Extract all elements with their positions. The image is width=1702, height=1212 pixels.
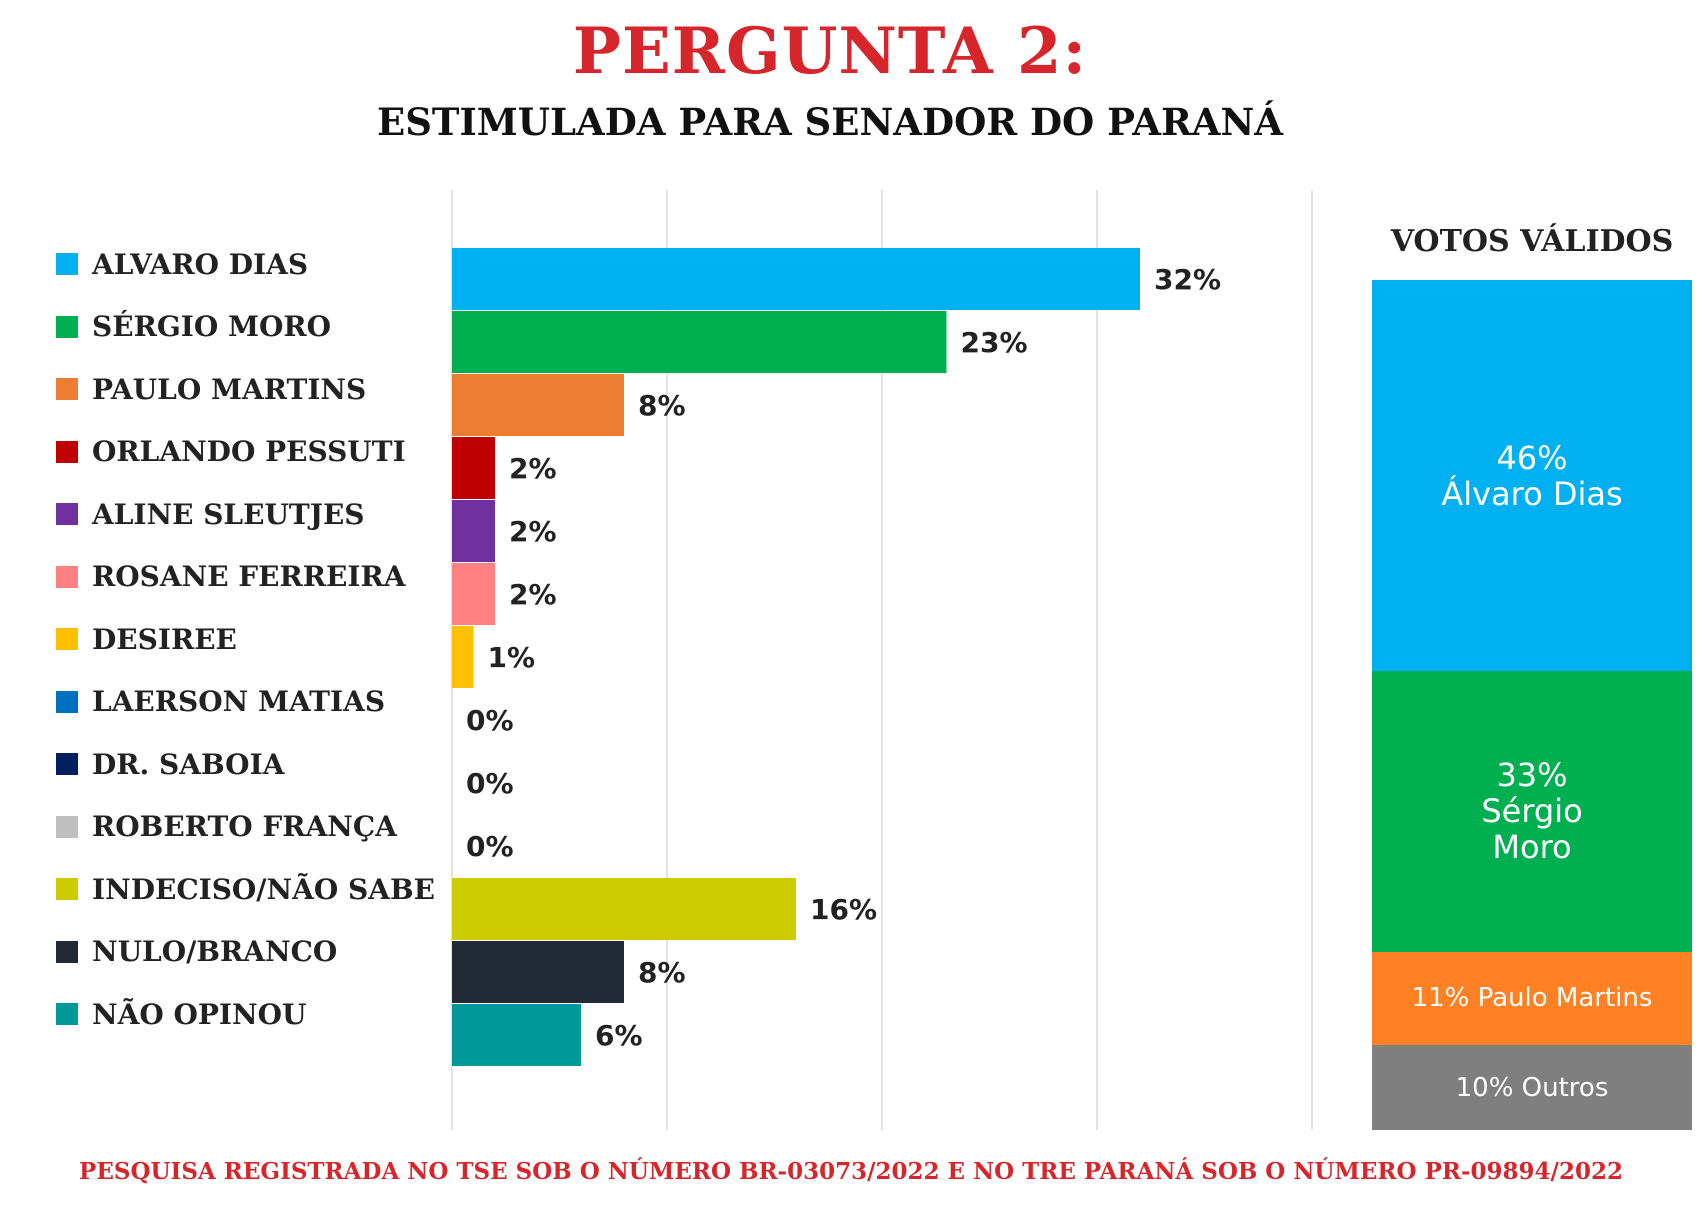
legend-item: SÉRGIO MORO: [56, 307, 331, 347]
legend-swatch: [56, 440, 78, 463]
bar-0: [452, 248, 1140, 310]
data-label-10: 16%: [810, 893, 877, 926]
legend-swatch: [56, 940, 78, 963]
legend-swatch: [56, 378, 78, 400]
data-label-6: 1%: [488, 641, 536, 674]
data-label-4: 2%: [509, 515, 557, 548]
valid-votes-segment-0: 46% Álvaro Dias: [1372, 280, 1692, 671]
footer-note: PESQUISA REGISTRADA NO TSE SOB O NÚMERO …: [79, 1158, 1623, 1185]
valid-votes-title: VOTOS VÁLIDOS: [1390, 224, 1674, 259]
legend-swatch: [56, 565, 78, 588]
data-label-2: 8%: [638, 389, 686, 422]
valid-votes-label: 33% Sérgio Moro: [1481, 756, 1583, 867]
chart-subtitle: ESTIMULADA PARA SENADOR DO PARANÁ: [377, 100, 1283, 144]
valid-votes-segment-2: 11% Paulo Martins: [1372, 951, 1692, 1045]
legend-label: LAERSON MATIAS: [92, 685, 386, 718]
legend-swatch: [56, 503, 78, 525]
legend-item: ORLANDO PESSUTI: [56, 432, 406, 472]
legend-swatch: [56, 690, 78, 713]
legend-swatch: [56, 815, 78, 838]
valid-votes-segment-1: 33% Sérgio Moro: [1372, 671, 1692, 952]
legend-swatch: [56, 753, 78, 775]
legend-item: NULO/BRANCO: [56, 932, 337, 972]
data-label-11: 8%: [638, 956, 686, 989]
bar-3: [452, 437, 495, 499]
valid-votes-segment-3: 10% Outros: [1372, 1045, 1692, 1130]
valid-votes-label: 10% Outros: [1455, 1072, 1609, 1103]
legend-label: DR. SABOIA: [92, 747, 285, 781]
legend-swatch: [56, 1003, 78, 1025]
legend-swatch: [56, 253, 78, 275]
legend-item: ROSANE FERREIRA: [56, 557, 405, 597]
data-label-12: 6%: [595, 1019, 643, 1052]
legend-swatch: [56, 878, 78, 900]
data-label-5: 2%: [509, 578, 557, 611]
data-label-7: 0%: [466, 704, 514, 737]
bar-12: [452, 1004, 581, 1066]
legend-label: DESIREE: [92, 622, 237, 656]
data-label-8: 0%: [466, 767, 514, 800]
bar-1: [452, 311, 947, 373]
legend-label: ROSANE FERREIRA: [92, 560, 406, 593]
legend-item: ALINE SLEUTJES: [56, 494, 365, 534]
legend-label: ROBERTO FRANÇA: [92, 810, 397, 843]
legend-item: DR. SABOIA: [56, 744, 284, 784]
bar-5: [452, 563, 495, 625]
bar-chart: 32% 23% 8% 2% 2% 2% 1% 0% 0% 0% 16% 8% 6%: [451, 190, 1313, 1130]
bar-4: [452, 500, 495, 562]
valid-votes-label: 11% Paulo Martins: [1411, 983, 1653, 1014]
data-label-9: 0%: [466, 830, 514, 863]
data-label-3: 2%: [509, 452, 557, 485]
legend-item: DESIREE: [56, 619, 237, 659]
legend-label: ORLANDO PESSUTI: [92, 435, 406, 468]
legend-label: NÃO OPINOU: [92, 997, 307, 1031]
legend-item: ROBERTO FRANÇA: [56, 807, 397, 847]
bar-2: [452, 374, 624, 436]
bar-6: [452, 626, 474, 688]
legend-item: INDECISO/NÃO SABE: [56, 869, 435, 909]
legend-label: ALINE SLEUTJES: [92, 497, 365, 531]
legend-label: PAULO MARTINS: [92, 372, 367, 406]
legend-item: PAULO MARTINS: [56, 369, 366, 409]
legend-swatch: [56, 628, 78, 650]
legend-item: NÃO OPINOU: [56, 994, 306, 1034]
legend-label: NULO/BRANCO: [92, 935, 338, 968]
valid-votes-label: 46% Álvaro Dias: [1441, 438, 1623, 513]
legend-swatch: [56, 315, 78, 338]
legend-label: INDECISO/NÃO SABE: [92, 872, 435, 906]
legend-label: ALVARO DIAS: [92, 247, 309, 281]
data-label-0: 32%: [1154, 263, 1221, 296]
bar-11: [452, 941, 624, 1003]
data-label-1: 23%: [961, 326, 1028, 359]
chart-title: PERGUNTA 2:: [572, 14, 1088, 89]
bar-10: [452, 878, 796, 940]
legend-item: LAERSON MATIAS: [56, 682, 385, 722]
legend-item: ALVARO DIAS: [56, 244, 308, 284]
legend-label: SÉRGIO MORO: [92, 310, 332, 343]
